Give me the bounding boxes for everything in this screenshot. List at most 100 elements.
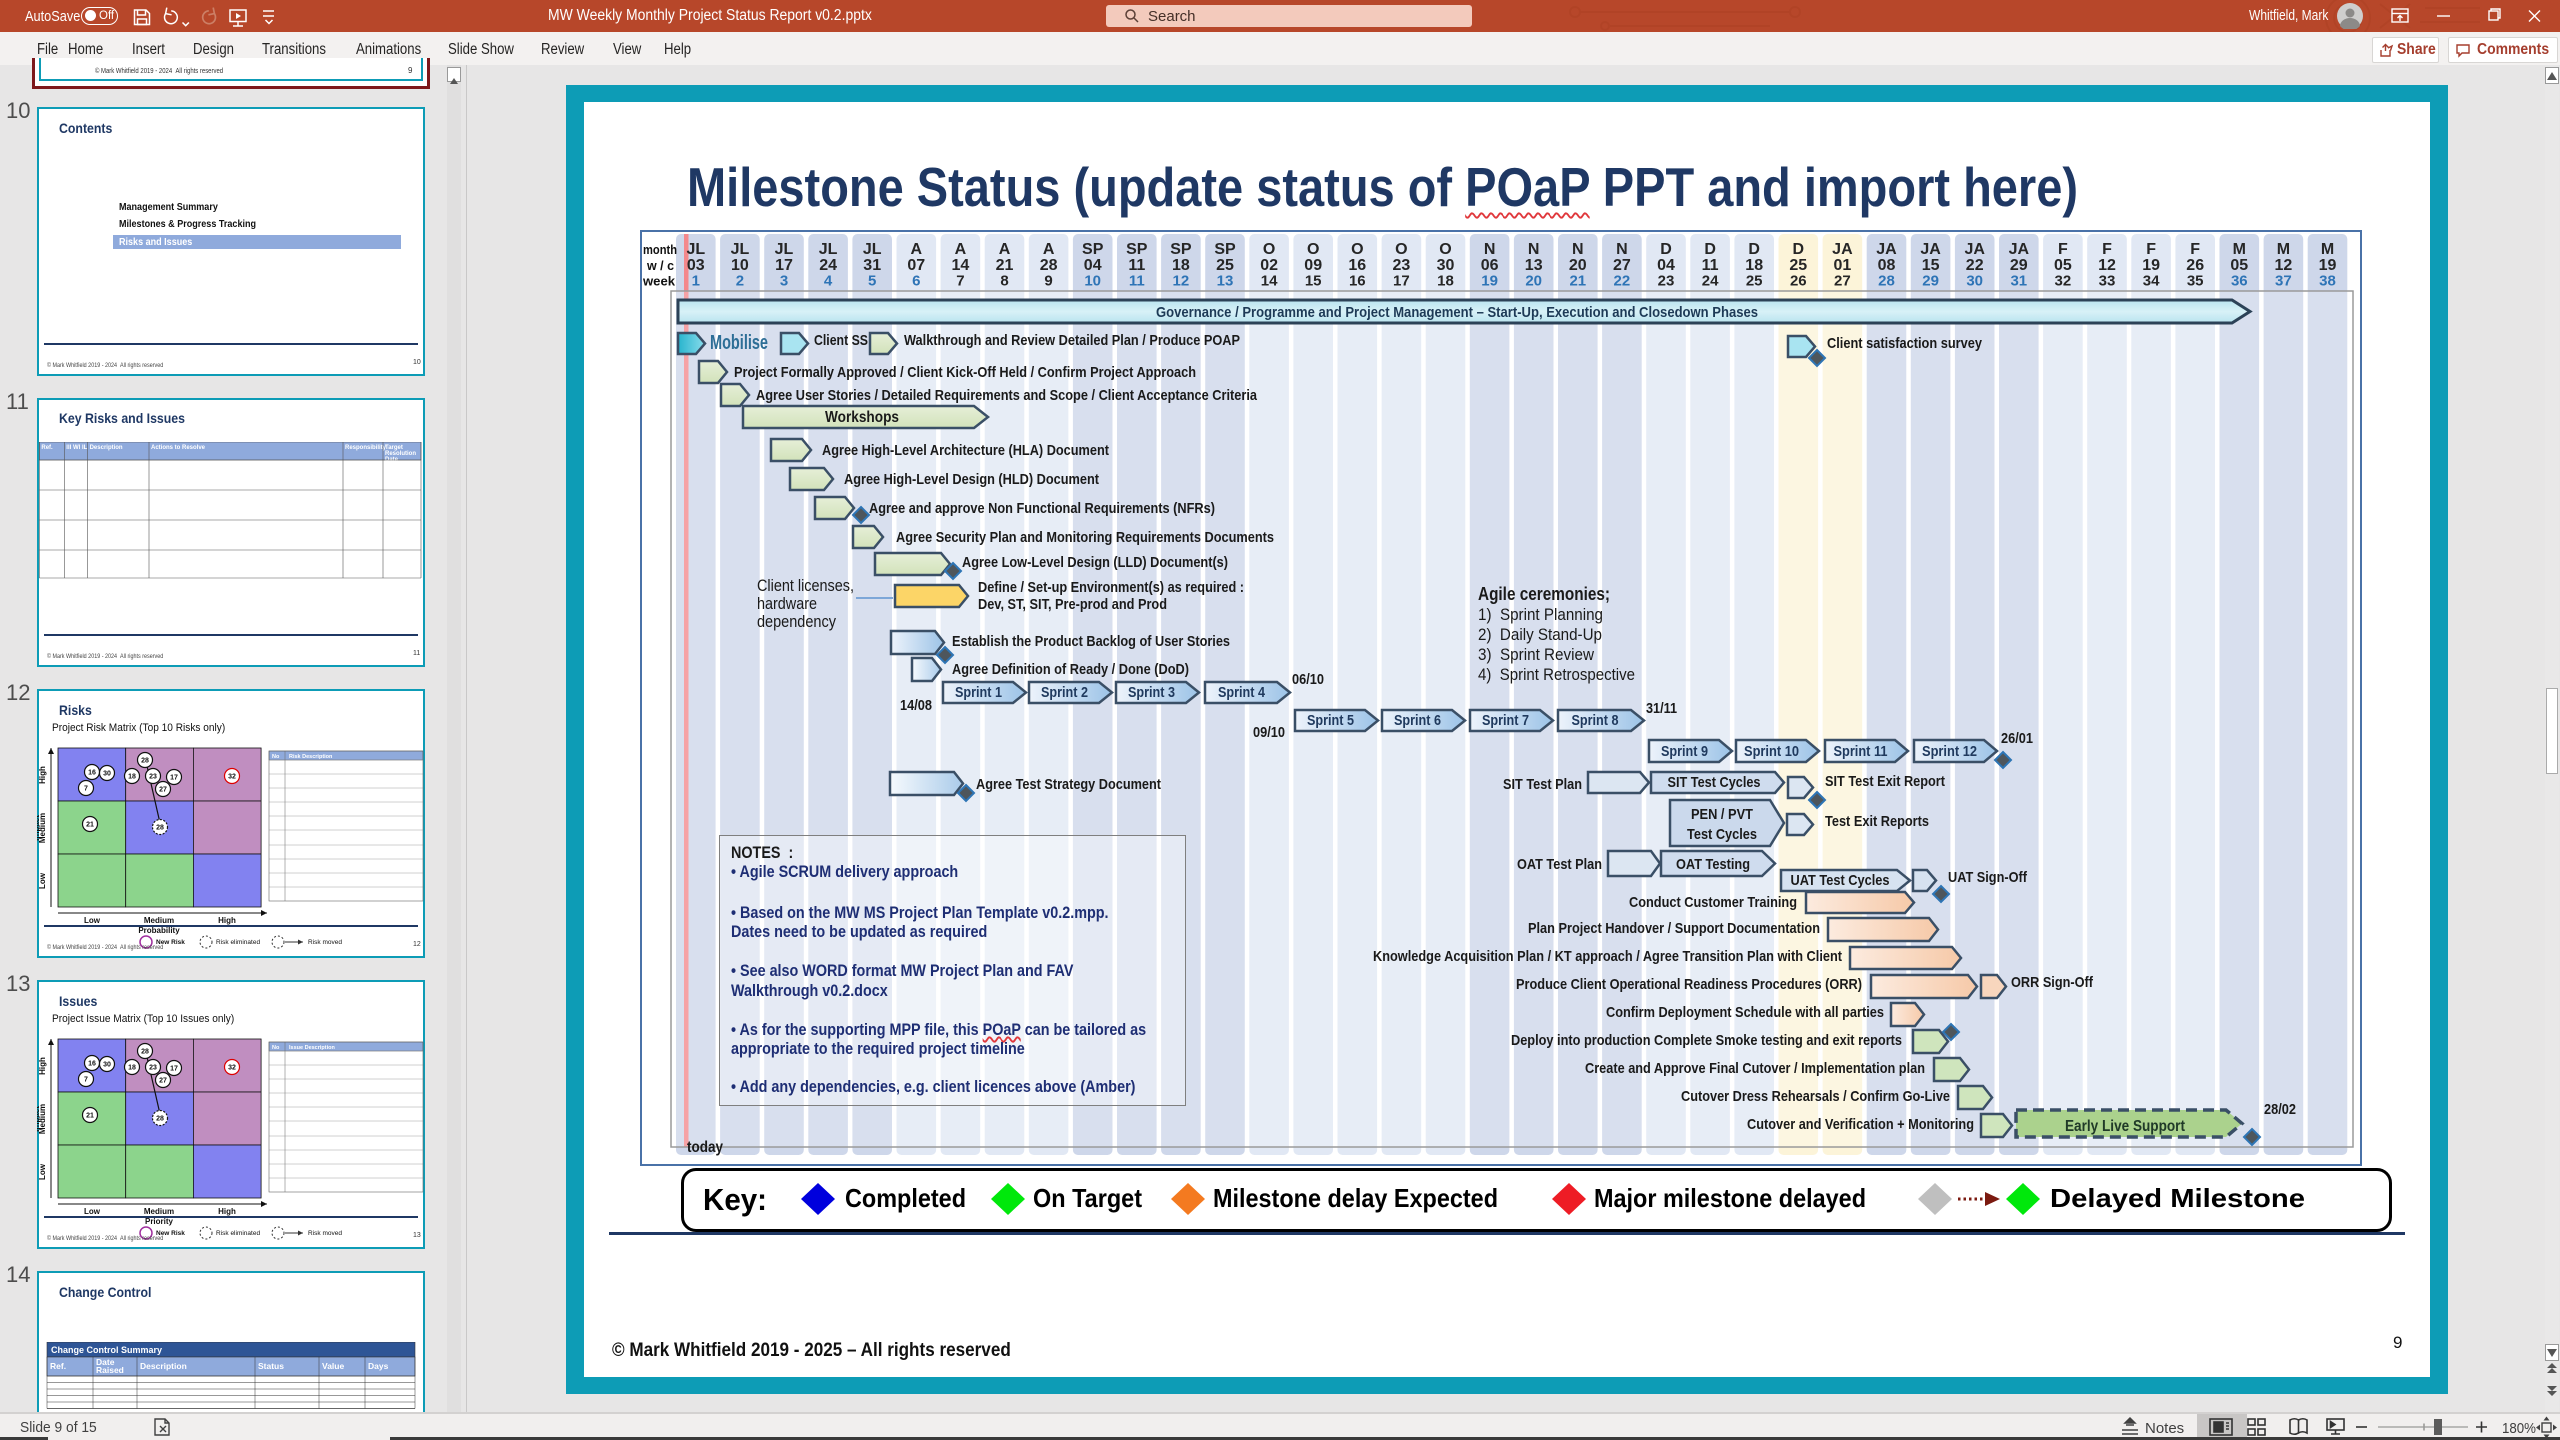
svg-text:32: 32 (228, 1065, 236, 1072)
svg-text:Cutover Dress Rehearsals / Con: Cutover Dress Rehearsals / Confirm Go-Li… (1681, 1088, 1950, 1105)
svg-text:17: 17 (170, 1066, 178, 1073)
svg-text:04: 04 (1084, 257, 1102, 274)
svg-text:Issue Description: Issue Description (289, 1045, 335, 1051)
svg-text:6: 6 (912, 273, 920, 290)
svg-text:21: 21 (1569, 273, 1586, 290)
svg-text:3) Sprint Review: 3) Sprint Review (1478, 645, 1595, 664)
svg-text:26/01: 26/01 (2001, 730, 2033, 747)
svg-text:2: 2 (736, 273, 744, 290)
svg-text:F: F (2058, 241, 2068, 258)
svg-text:Risk eliminated: Risk eliminated (216, 1230, 260, 1237)
svg-text:27: 27 (159, 787, 167, 794)
svg-text:N: N (1528, 241, 1540, 258)
svg-text:Workshops: Workshops (825, 409, 899, 426)
svg-text:O: O (1395, 241, 1407, 258)
svg-text:28: 28 (156, 825, 164, 832)
svg-text:N: N (1616, 241, 1628, 258)
svg-text:PEN / PVT: PEN / PVT (1691, 806, 1753, 823)
svg-text:ORR Sign-Off: ORR Sign-Off (2011, 974, 2094, 991)
svg-text:13: 13 (1217, 273, 1234, 290)
svg-text:27: 27 (1834, 273, 1851, 290)
svg-text:21: 21 (86, 1113, 94, 1120)
svg-text:Resolution: Resolution (385, 451, 416, 457)
svg-text:8: 8 (1000, 273, 1008, 290)
svg-text:05: 05 (2054, 257, 2072, 274)
svg-text:Sprint 8: Sprint 8 (1572, 712, 1619, 729)
svg-text:16: 16 (1349, 273, 1366, 290)
svg-text:Value: Value (322, 1361, 344, 1371)
svg-text:23: 23 (1658, 273, 1675, 290)
svg-text:Client licenses,: Client licenses, (757, 576, 854, 595)
svg-text:Confirm Deployment Schedule wi: Confirm Deployment Schedule with all par… (1606, 1004, 1884, 1021)
svg-text:No: No (272, 754, 280, 760)
svg-text:OAT Testing: OAT Testing (1676, 856, 1750, 873)
svg-text:Sprint 6: Sprint 6 (1394, 712, 1441, 729)
svg-text:Mobilise: Mobilise (710, 332, 768, 354)
svg-text:High: High (218, 916, 236, 925)
svg-text:High: High (218, 1207, 236, 1216)
svg-text:Status: Status (258, 1361, 284, 1371)
svg-text:23: 23 (149, 774, 157, 781)
svg-text:Impact: Impact (37, 815, 41, 841)
svg-text:06: 06 (1481, 257, 1499, 274)
svg-text:Ref.: Ref. (50, 1361, 66, 1371)
svg-text:27: 27 (1613, 257, 1631, 274)
svg-text:16: 16 (88, 1061, 96, 1068)
svg-text:5: 5 (868, 273, 876, 290)
svg-text:D: D (1704, 241, 1716, 258)
svg-text:Test Exit Reports: Test Exit Reports (1825, 813, 1929, 830)
svg-text:New Risk: New Risk (156, 939, 185, 946)
svg-text:JA: JA (1920, 241, 1941, 258)
svg-text:Cutover and Verification + Mon: Cutover and Verification + Monitoring (1747, 1116, 1974, 1133)
svg-text:Establish the Product Backlog: Establish the Product Backlog of User St… (952, 633, 1230, 650)
svg-text:10: 10 (731, 257, 749, 274)
svg-text:17: 17 (170, 775, 178, 782)
svg-text:Sprint 3: Sprint 3 (1128, 684, 1175, 701)
svg-text:SP: SP (1126, 241, 1148, 258)
svg-text:JA: JA (2009, 241, 2030, 258)
svg-text:Risk moved: Risk moved (308, 1230, 342, 1237)
svg-text:Test Cycles: Test Cycles (1687, 826, 1757, 843)
svg-text:14: 14 (952, 257, 970, 274)
svg-text:O: O (1307, 241, 1319, 258)
svg-text:28: 28 (1878, 273, 1895, 290)
svg-text:2) Daily Stand-Up: 2) Daily Stand-Up (1478, 625, 1602, 644)
svg-text:18: 18 (1172, 257, 1190, 274)
svg-text:Medium: Medium (144, 916, 174, 925)
svg-text:D: D (1793, 241, 1805, 258)
svg-text:33: 33 (2099, 273, 2116, 290)
svg-text:9: 9 (1044, 273, 1052, 290)
svg-text:30: 30 (103, 1062, 111, 1069)
svg-text:JL: JL (819, 241, 838, 258)
svg-text:D: D (1748, 241, 1760, 258)
svg-text:28: 28 (1040, 257, 1058, 274)
svg-text:22: 22 (1614, 273, 1631, 290)
svg-text:10: 10 (1084, 273, 1101, 290)
svg-text:Low: Low (38, 872, 47, 889)
svg-text:20: 20 (1525, 273, 1542, 290)
svg-text:O: O (1351, 241, 1363, 258)
svg-text:F: F (2146, 241, 2156, 258)
svg-text:3: 3 (780, 273, 788, 290)
svg-text:Sprint 4: Sprint 4 (1218, 684, 1266, 701)
svg-text:JL: JL (686, 241, 705, 258)
svg-text:11: 11 (1702, 257, 1719, 274)
svg-text:Risk eliminated: Risk eliminated (216, 939, 260, 946)
svg-text:Knowledge Acquisition Plan / K: Knowledge Acquisition Plan / KT approach… (1373, 948, 1842, 965)
svg-text:29: 29 (2010, 257, 2028, 274)
svg-text:12: 12 (2275, 257, 2293, 274)
svg-text:Agree High-Level Design (HLD): Agree High-Level Design (HLD) Document (844, 471, 1099, 488)
svg-text:21: 21 (86, 822, 94, 829)
svg-text:Conduct Customer Training: Conduct Customer Training (1629, 894, 1797, 911)
svg-text:09: 09 (1304, 257, 1322, 274)
svg-text:JL: JL (731, 241, 750, 258)
svg-text:12: 12 (2098, 257, 2116, 274)
svg-text:04: 04 (1657, 257, 1675, 274)
svg-text:31: 31 (2010, 273, 2027, 290)
svg-text:O: O (1439, 241, 1451, 258)
svg-text:26: 26 (1790, 273, 1807, 290)
svg-text:Agree Definition of Ready / Do: Agree Definition of Ready / Done (DoD) (952, 661, 1189, 678)
svg-text:19: 19 (2319, 257, 2337, 274)
svg-text:32: 32 (228, 774, 236, 781)
svg-text:month: month (643, 242, 677, 257)
